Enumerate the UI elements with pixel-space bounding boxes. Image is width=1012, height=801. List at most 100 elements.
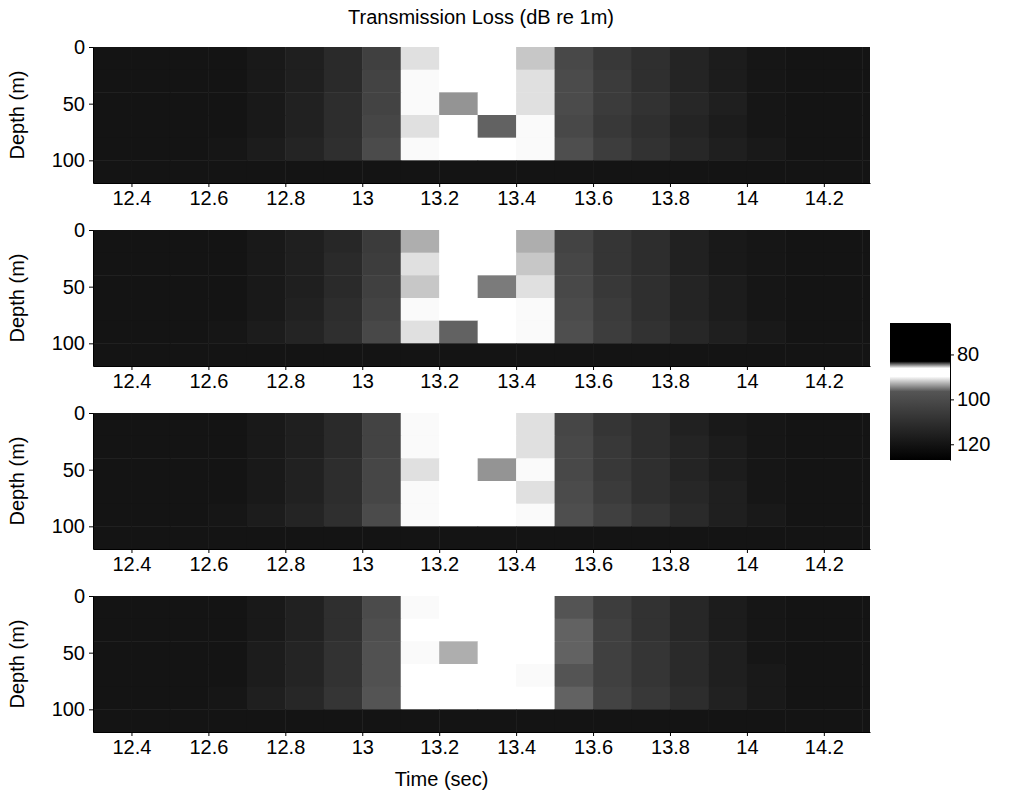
heatmap-cell <box>593 253 632 276</box>
heatmap-cell <box>862 138 870 161</box>
heatmap-cell <box>632 619 671 642</box>
heatmap-cell <box>247 298 286 321</box>
x-tick: 13.8 <box>651 549 690 575</box>
heatmap-cell <box>93 92 132 115</box>
y-axis-line <box>93 597 94 733</box>
heatmap-cell <box>516 458 555 481</box>
y-axis-title: Depth (m) <box>6 71 28 160</box>
x-tick-label: 12.8 <box>266 553 305 575</box>
heatmap-cell <box>362 115 401 138</box>
heatmap-cell <box>708 70 747 93</box>
heatmap-cell <box>555 641 594 664</box>
heatmap-cell <box>632 413 671 436</box>
heatmap-cell <box>632 70 671 93</box>
heatmap-cell <box>131 253 170 276</box>
y-tick-mark <box>89 596 93 597</box>
heatmap-cell <box>516 298 555 321</box>
heatmap-cell <box>708 47 747 70</box>
x-tick-label: 14.2 <box>805 370 844 392</box>
heatmap-cell <box>93 343 132 366</box>
heatmap-cell <box>170 481 209 504</box>
heatmap-cell <box>708 413 747 436</box>
heatmap-cell <box>785 47 824 70</box>
x-tick-label: 12.6 <box>189 187 228 209</box>
heatmap-cell <box>824 115 863 138</box>
x-tick-label: 14 <box>736 187 758 209</box>
heatmap-cell <box>555 413 594 436</box>
heatmap-cell <box>208 504 247 527</box>
heatmap-cell <box>170 343 209 366</box>
heatmap-cell <box>93 138 132 161</box>
heatmap-cell <box>362 413 401 436</box>
heatmap-cell <box>170 92 209 115</box>
heatmap-cell <box>170 321 209 344</box>
heatmap-cell <box>862 641 870 664</box>
heatmap-cell <box>401 619 440 642</box>
heatmap-cell <box>555 321 594 344</box>
heatmap-cell <box>93 596 132 619</box>
heatmap-cell <box>593 230 632 253</box>
y-tick-label: 0 <box>74 402 85 424</box>
y-tick-mark <box>89 343 93 344</box>
heatmap-cell <box>516 321 555 344</box>
heatmap-cell <box>439 458 478 481</box>
heatmap-cell <box>862 115 870 138</box>
x-tick: 14.2 <box>805 366 844 392</box>
heatmap-cell <box>324 230 363 253</box>
heatmap-cell <box>555 687 594 710</box>
heatmap-cell <box>362 70 401 93</box>
y-axis: 050100 <box>52 402 94 550</box>
heatmap-cell <box>670 596 709 619</box>
heatmap-cell <box>208 664 247 687</box>
x-tick-label: 13.4 <box>497 370 536 392</box>
heatmap-cell <box>478 504 517 527</box>
x-tick-label: 12.4 <box>112 187 151 209</box>
heatmap-cell <box>324 138 363 161</box>
heatmap-cell <box>285 138 324 161</box>
y-tick-label: 100 <box>52 149 85 171</box>
heatmap-cell <box>401 343 440 366</box>
x-tick: 14 <box>736 183 758 209</box>
colorbar-axis: 80100120 <box>950 324 990 461</box>
heatmap-cell <box>324 687 363 710</box>
heatmap-cell <box>747 458 786 481</box>
x-tick: 12.4 <box>112 732 151 758</box>
heatmap-cell <box>708 504 747 527</box>
heatmap-cell <box>670 253 709 276</box>
heatmap-cell <box>324 709 363 732</box>
x-tick-label: 13 <box>352 736 374 758</box>
y-tick: 0 <box>74 585 93 607</box>
y-axis-title: Depth (m) <box>6 254 28 343</box>
y-tick: 50 <box>63 276 93 298</box>
heatmap-cell <box>285 275 324 298</box>
heatmap-cell <box>670 321 709 344</box>
heatmap-cell <box>362 253 401 276</box>
heatmap-cell <box>401 298 440 321</box>
heatmap-cell <box>208 70 247 93</box>
heatmap-cell <box>785 138 824 161</box>
heatmap-cell <box>478 138 517 161</box>
heatmap-cell <box>439 253 478 276</box>
heatmap-cell <box>439 47 478 70</box>
heatmap-cell <box>708 115 747 138</box>
heatmap-cell <box>593 92 632 115</box>
heatmap-cell <box>862 481 870 504</box>
heatmap-cell <box>862 436 870 459</box>
x-tick: 14 <box>736 366 758 392</box>
heatmap-cell <box>862 298 870 321</box>
heatmap-cell <box>785 687 824 710</box>
heatmap-cell <box>170 709 209 732</box>
x-tick-label: 14 <box>736 553 758 575</box>
heatmap-cell <box>401 253 440 276</box>
x-axis-line <box>94 366 871 367</box>
heatmap-cell <box>516 596 555 619</box>
x-tick-label: 13.6 <box>574 553 613 575</box>
heatmap-cell <box>93 115 132 138</box>
heatmap-cell <box>93 709 132 732</box>
heatmap-cell <box>824 619 863 642</box>
heatmap-cell <box>516 138 555 161</box>
heatmap-cell <box>824 526 863 549</box>
heatmap-cell <box>208 413 247 436</box>
x-tick: 13.2 <box>420 366 459 392</box>
heatmap-cell <box>401 275 440 298</box>
